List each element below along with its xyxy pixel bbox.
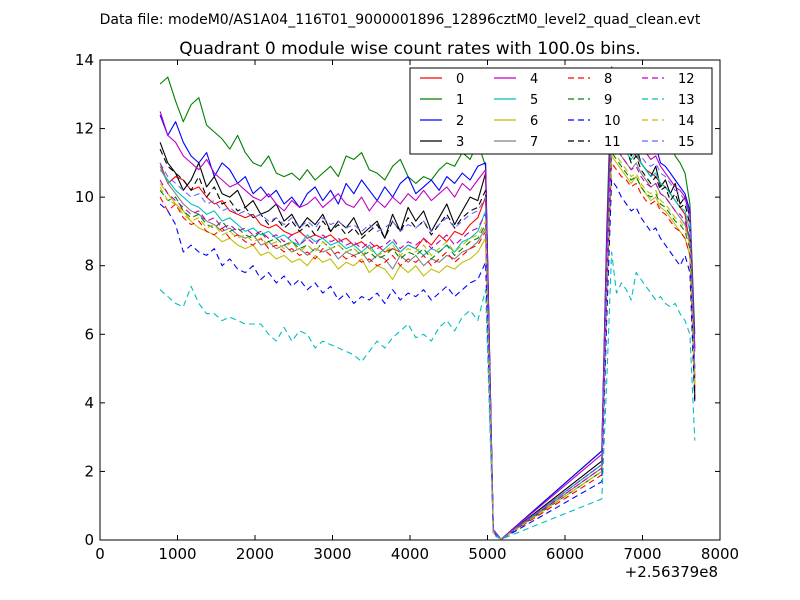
- legend-label-2: 2: [456, 114, 464, 129]
- y-tick-label: 12: [75, 120, 94, 138]
- series-line-9: [159, 152, 696, 540]
- legend-label-10: 10: [604, 114, 621, 129]
- legend-label-8: 8: [604, 72, 612, 87]
- y-tick-label: 14: [75, 51, 94, 69]
- legend-label-7: 7: [530, 135, 538, 150]
- series-line-7: [159, 141, 696, 540]
- x-tick-label: 2000: [236, 545, 274, 563]
- chart-title: Quadrant 0 module wise count rates with …: [179, 39, 640, 59]
- x-tick-label: 5000: [468, 545, 506, 563]
- x-tick-label: 1000: [158, 545, 196, 563]
- legend-label-14: 14: [678, 114, 695, 129]
- legend-label-12: 12: [678, 72, 695, 87]
- series-line-15: [159, 121, 696, 540]
- x-tick-label: 0: [95, 545, 105, 563]
- series-line-10: [159, 179, 696, 540]
- legend-label-15: 15: [678, 135, 695, 150]
- legend-label-3: 3: [456, 135, 464, 150]
- legend-label-11: 11: [604, 135, 621, 150]
- legend-frame: [409, 67, 713, 155]
- y-tick-label: 10: [75, 188, 94, 206]
- y-tick-label: 2: [84, 462, 94, 480]
- plot-area: [159, 66, 696, 540]
- series-lines: [159, 66, 696, 540]
- legend-label-6: 6: [530, 114, 538, 129]
- legend-label-0: 0: [456, 72, 464, 87]
- series-line-8: [159, 162, 696, 540]
- series-line-11: [159, 124, 696, 540]
- x-tick-label: 6000: [546, 545, 584, 563]
- legend-label-4: 4: [530, 72, 538, 87]
- x-tick-label: 3000: [313, 545, 351, 563]
- x-tick-label: 8000: [701, 545, 739, 563]
- legend-label-13: 13: [678, 93, 695, 108]
- y-tick-label: 6: [84, 325, 94, 343]
- legend-label-5: 5: [530, 93, 538, 108]
- series-line-14: [159, 148, 696, 540]
- x-offset-label: +2.56379e8: [625, 563, 718, 581]
- series-line-13: [159, 251, 696, 540]
- y-tick-label: 4: [84, 394, 94, 412]
- legend-label-1: 1: [456, 93, 464, 108]
- y-tick-label: 8: [84, 257, 94, 275]
- y-tick-label: 0: [84, 531, 94, 549]
- series-line-12: [159, 141, 696, 540]
- x-tick-label: 4000: [391, 545, 429, 563]
- legend-label-9: 9: [604, 93, 612, 108]
- axis-ticks: 0 1000 2000 3000 4000 5000 6000 7000 80000246810…: [75, 51, 739, 563]
- x-tick-label: 7000: [623, 545, 661, 563]
- figure-suptitle: Data file: modeM0/AS1A04_116T01_90000018…: [100, 12, 701, 28]
